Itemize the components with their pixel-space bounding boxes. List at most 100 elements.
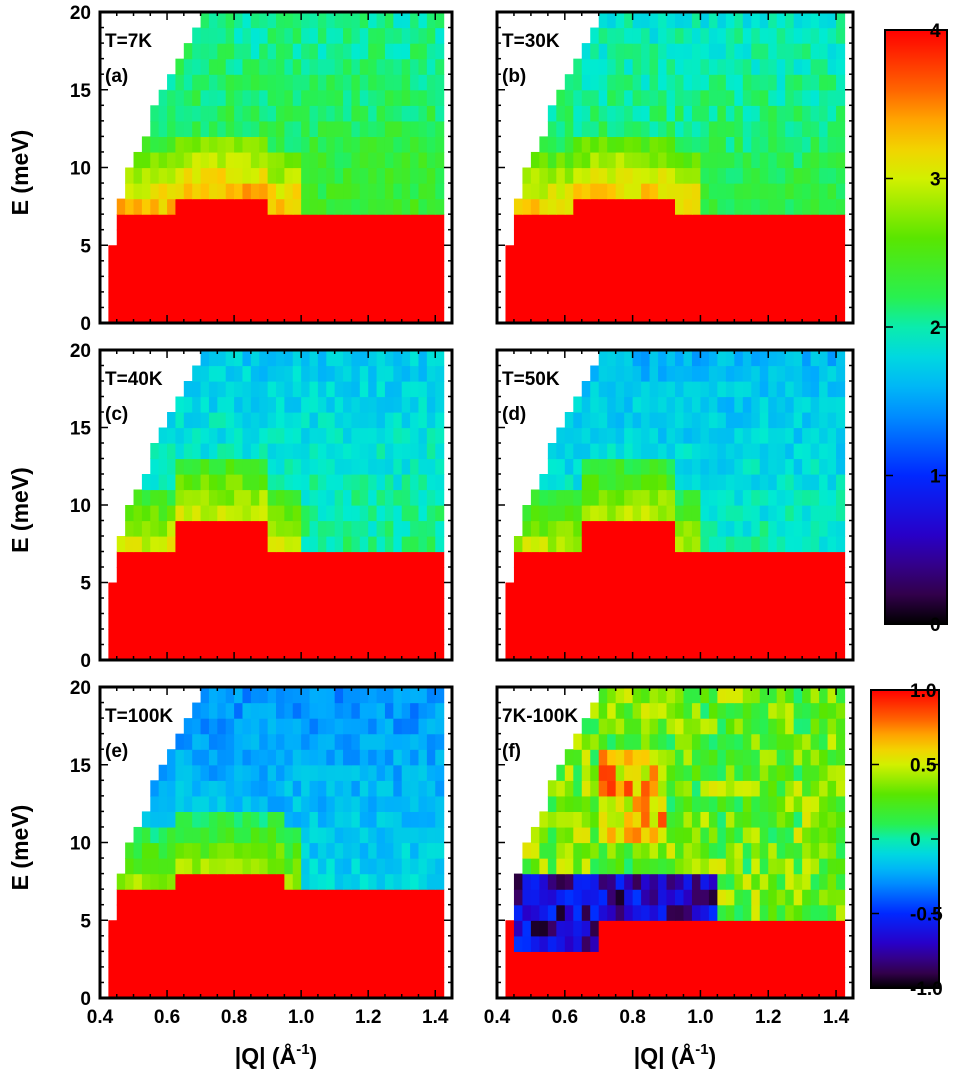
heatmap-cell [581, 474, 591, 491]
heatmap-cell [573, 291, 583, 309]
heatmap-cell [158, 966, 168, 984]
heatmap-cell [183, 613, 193, 630]
heatmap-cell [393, 27, 403, 44]
heatmap-cell [573, 795, 583, 812]
heatmap-cell [410, 536, 420, 553]
heatmap-cell [309, 629, 319, 646]
heatmap-cell [125, 966, 135, 984]
heatmap-cell [384, 260, 394, 277]
heatmap-cell [351, 489, 361, 506]
heatmap-cell [250, 982, 260, 999]
heatmap-cell [175, 58, 185, 75]
heatmap-cell [666, 567, 676, 584]
heatmap-cell [309, 598, 319, 615]
heatmap-cell [641, 613, 651, 630]
heatmap-cell [700, 412, 710, 429]
heatmap-cell [200, 598, 210, 615]
heatmap-cell [691, 858, 702, 875]
heatmap-cell [836, 381, 846, 398]
heatmap-cell [632, 505, 642, 522]
heatmap-cell [384, 873, 394, 890]
heatmap-cell [793, 198, 803, 215]
heatmap-cell [725, 12, 735, 29]
heatmap-cell [793, 427, 803, 444]
heatmap-cell [607, 920, 617, 937]
heatmap-cell [717, 551, 727, 568]
heatmap-cell [581, 966, 591, 984]
heatmap-cell [556, 842, 566, 859]
heatmap-cell [284, 551, 294, 568]
heatmap-cell [725, 307, 735, 324]
heatmap-cell [200, 43, 210, 60]
heatmap-cell [793, 842, 803, 859]
heatmap-cell [590, 644, 600, 661]
heatmap-cell [675, 966, 685, 984]
heatmap-cell [708, 966, 718, 984]
heatmap-cell [751, 842, 761, 859]
heatmap-cell [200, 795, 210, 812]
heatmap-cell [615, 873, 625, 890]
heatmap-cell [301, 536, 311, 553]
heatmap-cell [326, 214, 336, 231]
heatmap-cell [368, 443, 378, 460]
heatmap-cell [158, 245, 168, 262]
heatmap-cell [547, 120, 557, 137]
heatmap-cell [624, 167, 634, 184]
heatmap-cell [615, 966, 625, 984]
heatmap-cell [759, 474, 769, 491]
heatmap-cell [581, 412, 591, 429]
heatmap-cell [259, 904, 269, 921]
heatmap-cell [368, 198, 378, 215]
heatmap-cell [192, 89, 202, 106]
heatmap-cell [368, 396, 378, 413]
heatmap-cell [225, 951, 235, 968]
heatmap-cell [368, 474, 378, 491]
heatmap-cell [217, 167, 227, 184]
heatmap-cell [810, 687, 820, 704]
heatmap-cell [802, 458, 812, 475]
heatmap-cell [836, 764, 846, 781]
heatmap-cell [284, 629, 294, 646]
heatmap-cell [683, 904, 693, 921]
heatmap-cell [217, 505, 227, 522]
heatmap-cell [384, 613, 394, 630]
heatmap-cell [418, 381, 428, 398]
heatmap-cell [836, 551, 846, 568]
heatmap-cell [309, 396, 319, 413]
heatmap-cell [590, 598, 600, 615]
heatmap-cell [301, 718, 311, 735]
heatmap-cell [691, 598, 702, 615]
heatmap-cell [267, 702, 277, 719]
heatmap-cell [691, 43, 702, 60]
heatmap-cell [836, 505, 846, 522]
heatmap-cell [334, 136, 344, 153]
heatmap-cell [759, 842, 769, 859]
heatmap-cell [624, 276, 634, 293]
heatmap-cell [691, 536, 702, 553]
heatmap-cell [683, 58, 693, 75]
heatmap-cell [393, 489, 403, 506]
heatmap-cell [267, 551, 277, 568]
heatmap-cell [125, 520, 135, 537]
heatmap-cell [334, 764, 344, 781]
heatmap-cell [725, 198, 735, 215]
heatmap-cell [384, 764, 394, 781]
heatmap-cell [776, 291, 786, 309]
heatmap-cell [632, 120, 642, 137]
heatmap-cell [242, 826, 252, 844]
heatmap-cell [734, 43, 744, 60]
heatmap-cell [785, 733, 795, 750]
heatmap-cell [658, 120, 668, 137]
heatmap-cell [359, 458, 369, 475]
heatmap-cell [700, 58, 710, 75]
heatmap-cell [751, 245, 761, 262]
heatmap-cell [632, 474, 642, 491]
heatmap-cell [573, 889, 583, 906]
heatmap-cell [691, 687, 702, 704]
heatmap-cell [351, 245, 361, 262]
heatmap-cell [250, 966, 260, 984]
heatmap-cell [742, 644, 752, 661]
heatmap-cell [759, 733, 769, 750]
heatmap-cell [556, 551, 566, 568]
heatmap-cell [632, 873, 642, 890]
